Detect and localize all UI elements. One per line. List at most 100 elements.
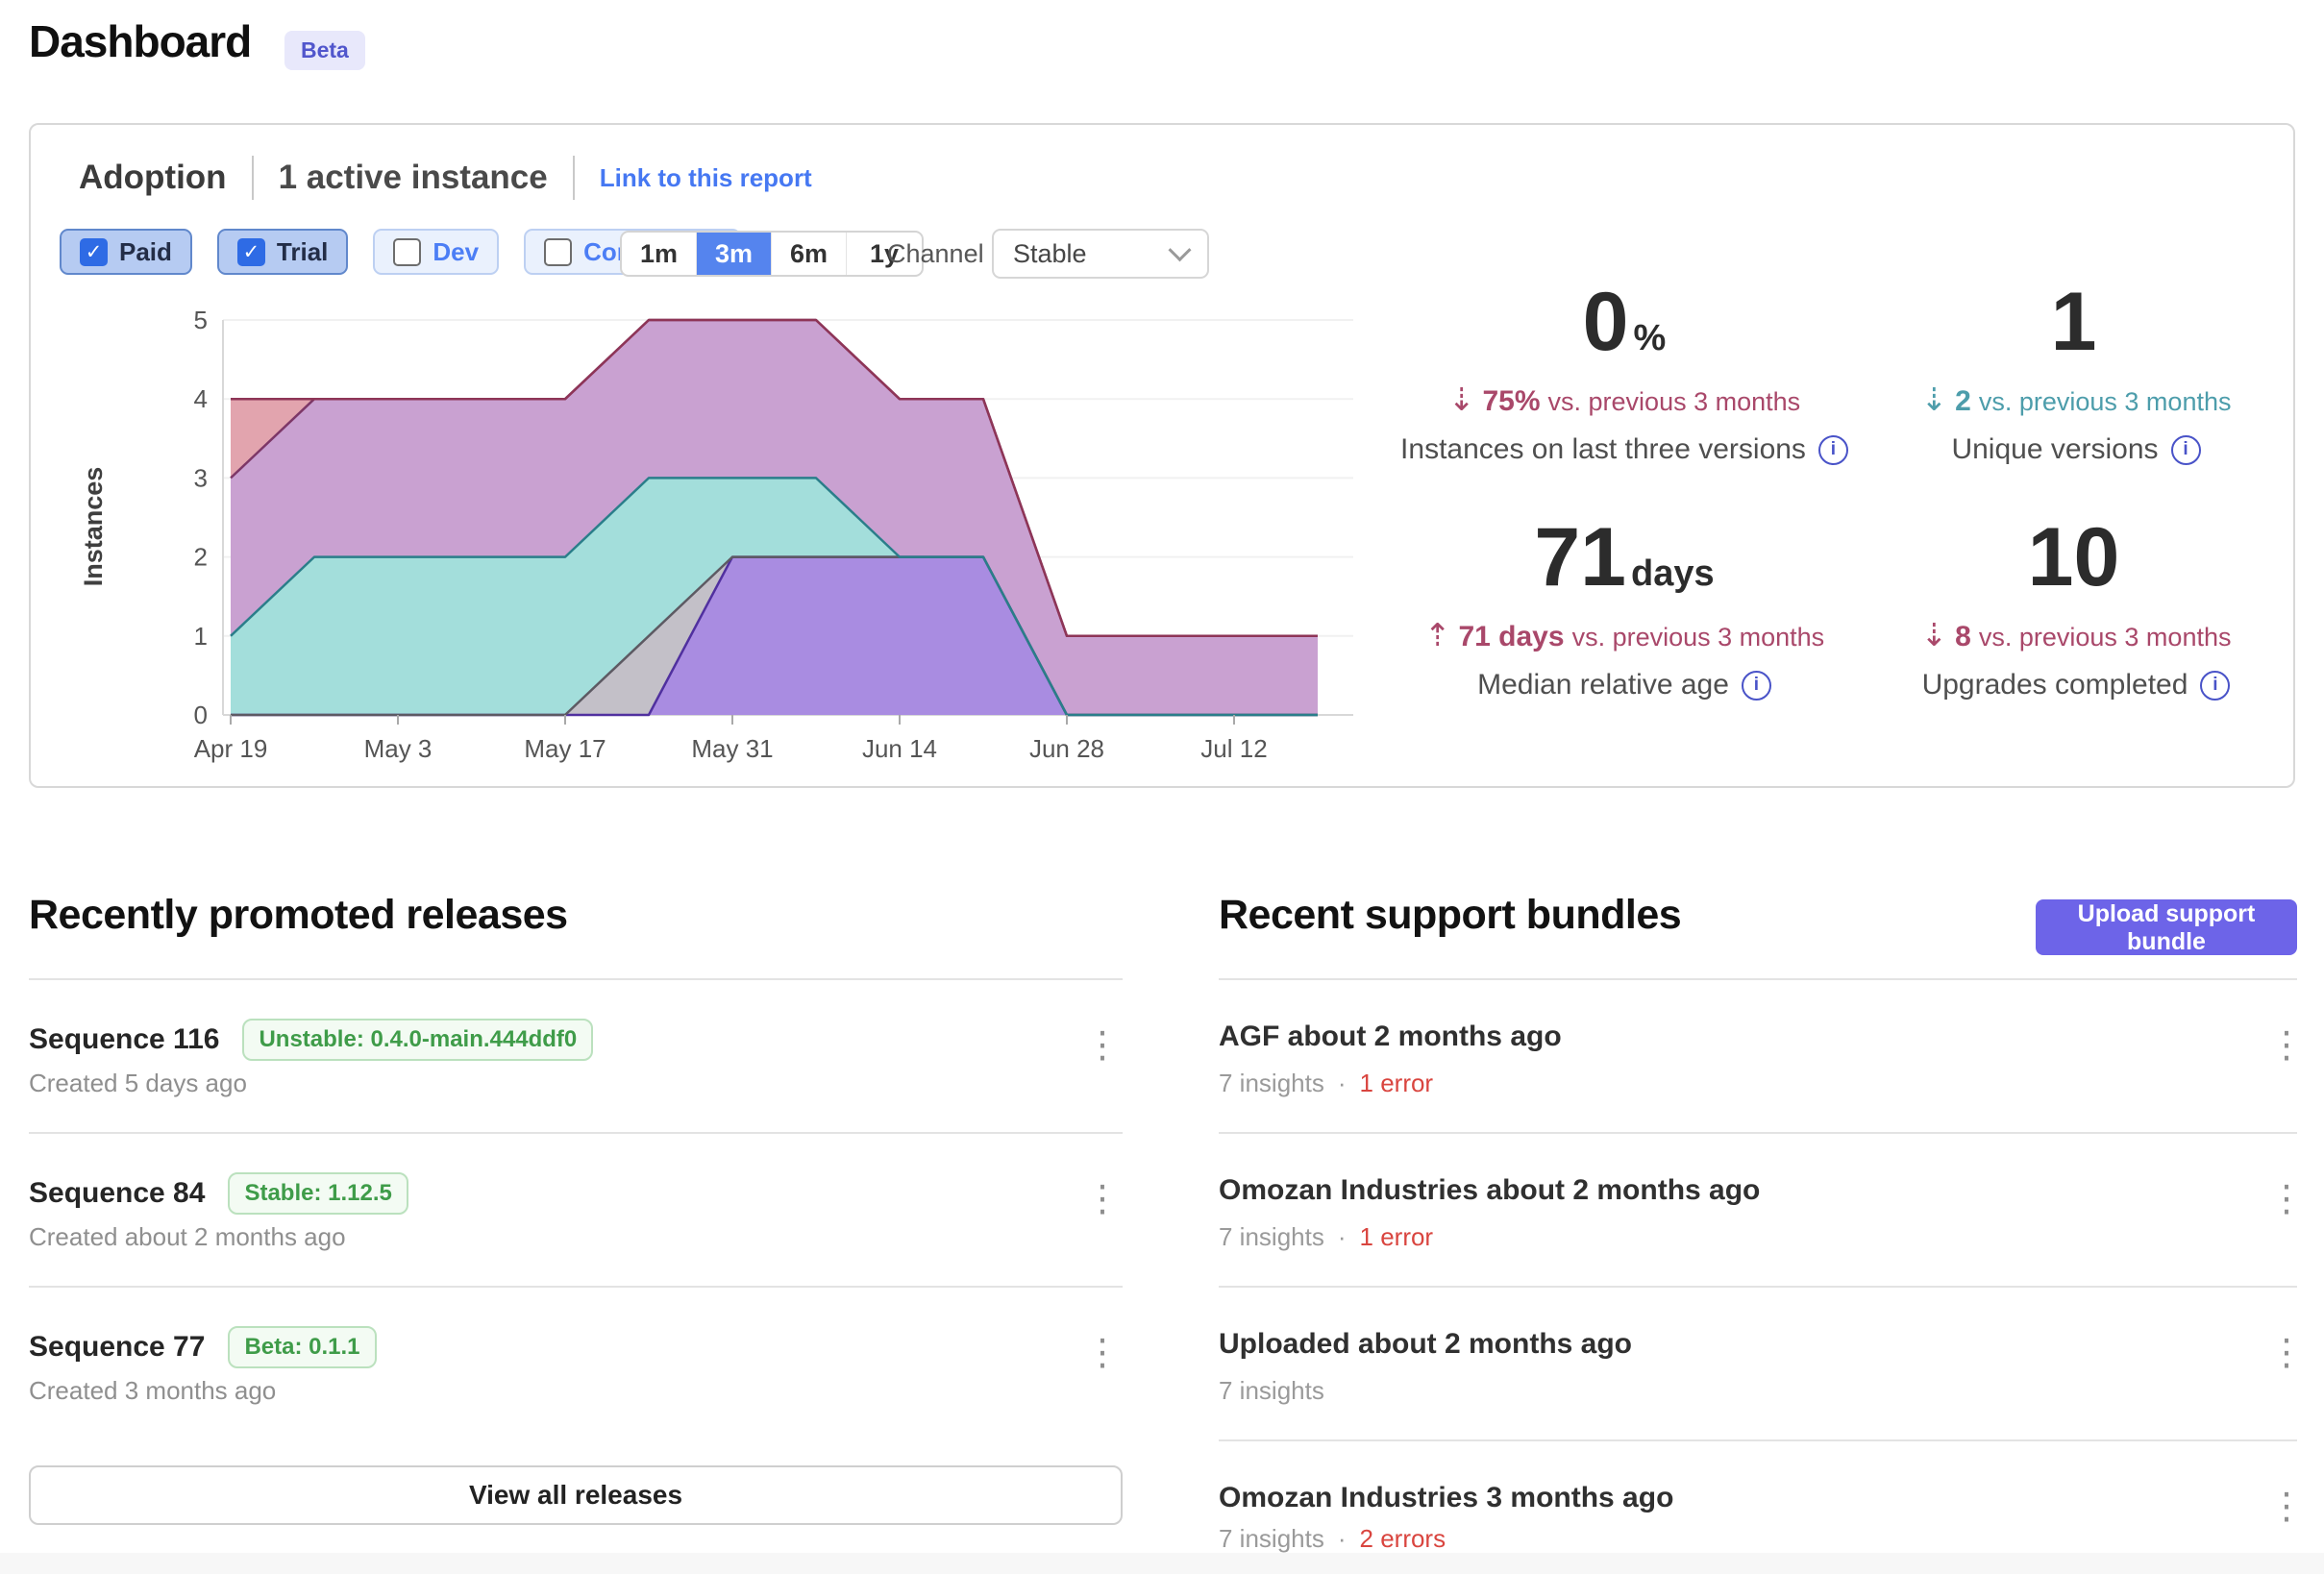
view-all-releases-button[interactable]: View all releases — [29, 1465, 1123, 1525]
arrow-down-icon: ⇣ — [1920, 617, 1948, 652]
beta-badge: Beta — [284, 31, 365, 70]
stat-upgrades-completed: 10 ⇣ 8 vs. previous 3 months Upgrades comp… — [1855, 516, 2297, 701]
insights-count: 7 insights — [1219, 1524, 1324, 1553]
link-to-report[interactable]: Link to this report — [599, 162, 812, 192]
version-magenta-area — [231, 320, 1318, 715]
release-row: Sequence 84 Stable: 1.12.5 — [29, 1172, 408, 1215]
kebab-menu-icon[interactable]: ⋮ — [1084, 1023, 1121, 1066]
release-row: Sequence 116 Unstable: 0.4.0-main.444ddf… — [29, 1019, 594, 1061]
range-3m-selected[interactable]: 3m — [697, 233, 772, 275]
divider — [1219, 1286, 2297, 1288]
range-1y[interactable]: 1y — [869, 238, 900, 268]
info-icon[interactable]: i — [2200, 670, 2231, 701]
version-teal-line — [230, 477, 1318, 717]
bundle-meta: 7 insights · 1 error — [1219, 1069, 1433, 1098]
divider — [29, 1132, 1123, 1134]
stat-label: Upgrades completed i — [1855, 669, 2297, 701]
svg-text:May 3: May 3 — [364, 734, 433, 763]
svg-text:Jul 12: Jul 12 — [1200, 734, 1267, 763]
range-1m[interactable]: 1m — [622, 233, 697, 275]
divider — [1219, 1439, 2297, 1441]
bundle-meta: 7 insights · 2 errors — [1219, 1524, 1446, 1554]
svg-text:4: 4 — [194, 384, 208, 413]
kebab-menu-icon[interactable]: ⋮ — [1084, 1331, 1121, 1373]
svg-text:3: 3 — [194, 463, 208, 492]
stat-unique-versions: 1 ⇣ 2 vs. previous 3 months Unique version… — [1855, 281, 2297, 466]
insights-count: 7 insights — [1219, 1069, 1324, 1097]
bundle-title: AGF about 2 months ago — [1219, 1021, 1562, 1052]
upload-support-bundle-button[interactable]: Upload support bundle — [2036, 899, 2297, 955]
channel-label: Channel — [887, 239, 984, 268]
svg-text:Jun 14: Jun 14 — [862, 734, 937, 763]
release-title: Sequence 77 — [29, 1331, 206, 1363]
svg-text:May 31: May 31 — [691, 734, 773, 763]
adoption-chart: Apr 19 May 3 May 17 May 31 Jun 14 Jun 28 Jul 1… — [67, 306, 1374, 778]
bundle-title: Omozan Industries 3 months ago — [1219, 1482, 1674, 1513]
kebab-menu-icon[interactable]: ⋮ — [2268, 1331, 2305, 1373]
dot-separator: · — [1337, 1069, 1347, 1097]
divider — [29, 1286, 1123, 1288]
bundle-meta: 7 insights — [1219, 1376, 1324, 1406]
divider — [1219, 978, 2297, 980]
channel-selected-value: Stable — [1013, 238, 1087, 268]
chevron-down-icon — [1168, 237, 1192, 261]
divider — [29, 978, 1123, 980]
release-row: Sequence 77 Beta: 0.1.1 — [29, 1326, 377, 1368]
release-created: Created 5 days ago — [29, 1069, 247, 1097]
divider — [572, 156, 575, 200]
stat-delta: ⇣ 2 vs. previous 3 months — [1920, 381, 2232, 417]
adoption-stats: 0% ⇣ 75% vs. previous 3 months Instances o… — [1394, 281, 2297, 701]
release-title: Sequence 116 — [29, 1023, 220, 1055]
filter-trial-checkbox[interactable]: Trial — [216, 229, 349, 275]
stat-value: 0% — [1582, 276, 1667, 368]
stat-median-relative-age: 71 days ⇡ 71 days vs. previous 3 months Med… — [1394, 516, 1855, 701]
filter-dev-checkbox[interactable]: Dev — [373, 229, 500, 275]
insights-count: 7 insights — [1219, 1222, 1324, 1251]
info-icon[interactable]: i — [2170, 434, 2201, 465]
kebab-menu-icon[interactable]: ⋮ — [2268, 1023, 2305, 1066]
checkbox-unchecked-icon — [544, 237, 573, 266]
svg-text:Instances: Instances — [79, 467, 108, 587]
release-created: Created 3 months ago — [29, 1376, 277, 1405]
error-count: 2 errors — [1359, 1524, 1446, 1553]
kebab-menu-icon[interactable]: ⋮ — [2268, 1177, 2305, 1219]
page-bottom-strip — [0, 1553, 2324, 1574]
range-6m[interactable]: 6m — [772, 233, 847, 275]
release-title: Sequence 84 — [29, 1177, 206, 1209]
time-range-selector: 1m 3m 6m 1y — [620, 231, 924, 277]
checkbox-unchecked-icon — [393, 237, 422, 266]
divider — [251, 156, 254, 200]
filter-label: Paid — [119, 236, 172, 266]
release-channel-badge: Stable: 1.12.5 — [228, 1172, 408, 1215]
active-instance-count: 1 active instance — [278, 159, 548, 196]
info-icon[interactable]: i — [1741, 670, 1771, 701]
stat-value: 1 — [2050, 276, 2097, 368]
bundle-title: Uploaded about 2 months ago — [1219, 1328, 1633, 1360]
dot-separator: · — [1337, 1524, 1347, 1553]
svg-text:5: 5 — [194, 306, 208, 334]
checkbox-checked-icon — [80, 237, 108, 266]
filter-label: Dev — [433, 236, 480, 266]
stat-instances-last-three-versions: 0% ⇣ 75% vs. previous 3 months Instances o… — [1394, 281, 1855, 466]
dot-separator: · — [1337, 1222, 1347, 1251]
version-violet-area — [231, 556, 1318, 715]
arrow-down-icon: ⇣ — [1920, 381, 1948, 417]
adoption-card-header: Adoption 1 active instance Link to this … — [79, 152, 812, 204]
error-count: 1 error — [1359, 1069, 1434, 1097]
page-title: Dashboard — [29, 16, 252, 66]
channel-select[interactable]: Stable — [992, 229, 1209, 279]
arrow-down-icon: ⇣ — [1447, 381, 1475, 417]
filter-paid-checkbox[interactable]: Paid — [60, 229, 192, 275]
info-icon[interactable]: i — [1817, 434, 1848, 465]
kebab-menu-icon[interactable]: ⋮ — [1084, 1177, 1121, 1219]
svg-text:0: 0 — [194, 701, 208, 729]
svg-text:1: 1 — [194, 622, 208, 651]
stat-label: Median relative age i — [1394, 669, 1855, 701]
adoption-title: Adoption — [79, 159, 227, 196]
release-channel-badge: Unstable: 0.4.0-main.444ddf0 — [242, 1019, 594, 1061]
bundle-meta: 7 insights · 1 error — [1219, 1222, 1433, 1252]
insights-count: 7 insights — [1219, 1376, 1324, 1405]
stat-delta: ⇣ 75% vs. previous 3 months — [1447, 381, 1801, 417]
kebab-menu-icon[interactable]: ⋮ — [2268, 1485, 2305, 1527]
